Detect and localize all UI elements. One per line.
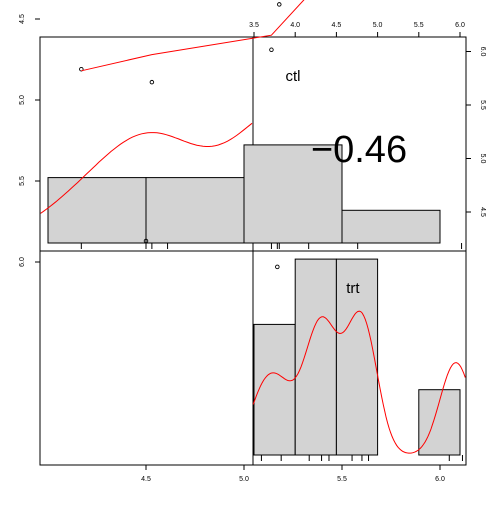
right-axis-tick-label: 6.0 — [479, 47, 486, 57]
scatter-point — [269, 47, 274, 53]
rug-marks — [80, 243, 463, 461]
scatter-point — [277, 2, 282, 7]
scatter-points — [79, 2, 282, 270]
left-axis-tick-label: 5.0 — [19, 95, 26, 105]
ctl-histogram-bar — [47, 177, 147, 244]
scatter-point — [149, 79, 155, 85]
bottom-axis-tick-label: 6.0 — [435, 476, 445, 483]
left-axis-tick-label: 6.0 — [19, 257, 26, 267]
top-axis-tick-label: 5.0 — [373, 22, 383, 29]
smoother-curves — [40, 0, 466, 454]
trt-histogram-bar — [418, 389, 461, 456]
trt-histogram-bar — [253, 323, 296, 456]
panel-border-4 — [252, 250, 467, 466]
top-axis-tick-label: 6.0 — [455, 22, 465, 29]
variable-label-ctl: ctl — [286, 68, 301, 85]
ctl-histogram-bar — [341, 209, 441, 244]
trt-histogram-bar — [294, 258, 337, 456]
top-axis-tick-label: 4.0 — [290, 22, 300, 29]
variable-label-trt: trt — [346, 280, 360, 297]
ctl-histogram-bar — [243, 144, 343, 244]
correlation-value: −0.46 — [311, 129, 407, 171]
ctl-histogram-bar — [145, 177, 245, 244]
panel-frames — [39, 36, 467, 466]
top-axis-tick-label: 3.5 — [249, 22, 259, 29]
top-axis-tick-label: 4.5 — [332, 22, 342, 29]
top-axis-tick-label: 5.5 — [414, 22, 424, 29]
bottom-axis-tick-label: 4.5 — [141, 476, 151, 483]
right-axis-tick-label: 4.5 — [479, 207, 486, 217]
bottom-axis-tick-label: 5.0 — [239, 476, 249, 483]
scatter-point — [275, 264, 280, 270]
scatter-point — [143, 238, 149, 244]
scatter-smoother-line — [81, 0, 305, 72]
trt-density-curve — [252, 310, 466, 454]
axes: 3.5 4.0 4.5 5.0 5.5 6.0 4.5 5.0 5.5 6.0 4.5 5.0 5.5 6… — [19, 14, 486, 483]
right-axis-tick-label: 5.5 — [479, 100, 486, 110]
scatter-point — [79, 66, 84, 72]
bottom-axis-tick-label: 5.5 — [337, 476, 347, 483]
trt-histogram-bar — [335, 258, 379, 456]
left-axis-tick-label: 5.5 — [19, 176, 26, 186]
panel-border-3 — [39, 250, 254, 466]
ctl-histogram — [47, 144, 441, 244]
ctl-density-curve — [40, 122, 253, 214]
trt-histogram — [253, 258, 461, 456]
left-axis-tick-label: 4.5 — [19, 14, 26, 24]
right-axis-tick-label: 5.0 — [479, 154, 486, 164]
